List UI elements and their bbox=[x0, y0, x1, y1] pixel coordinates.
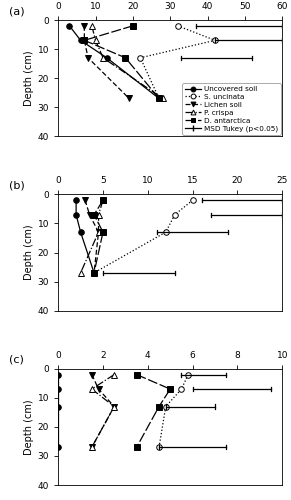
Y-axis label: Depth (cm): Depth (cm) bbox=[24, 399, 33, 454]
Text: (c): (c) bbox=[9, 355, 24, 365]
Text: (a): (a) bbox=[9, 6, 24, 16]
Y-axis label: Depth (cm): Depth (cm) bbox=[24, 224, 33, 280]
Legend: Uncovered soil, S. uncinata, Lichen soil, P. crispa, D. antarctica, MSD Tukey (p: Uncovered soil, S. uncinata, Lichen soil… bbox=[182, 83, 281, 135]
Y-axis label: Depth (cm): Depth (cm) bbox=[24, 50, 33, 106]
Text: (b): (b) bbox=[9, 180, 25, 190]
